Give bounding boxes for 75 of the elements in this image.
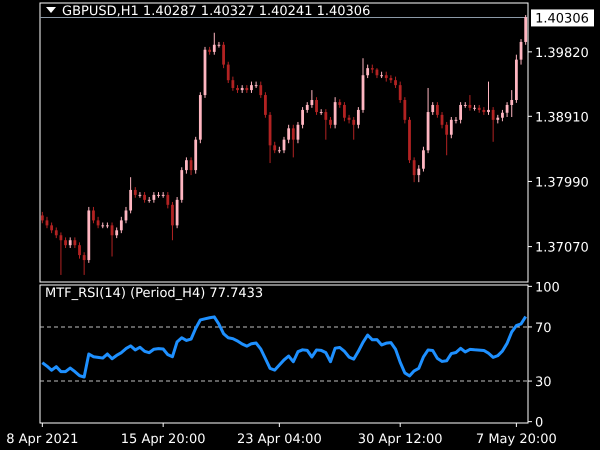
candlestick bbox=[273, 141, 276, 154]
candlestick bbox=[403, 96, 406, 124]
candlestick bbox=[54, 226, 58, 239]
candlestick bbox=[343, 102, 346, 122]
candlestick bbox=[231, 76, 234, 92]
candlestick bbox=[64, 236, 67, 249]
candlestick bbox=[306, 102, 309, 114]
candlestick bbox=[376, 68, 378, 79]
candlestick bbox=[115, 226, 118, 239]
candlestick bbox=[124, 206, 128, 224]
candlestick bbox=[50, 222, 54, 234]
y-tick-label: 1.37070 bbox=[535, 240, 589, 256]
candlestick bbox=[492, 106, 495, 142]
candlestick bbox=[329, 116, 332, 129]
candlestick bbox=[259, 81, 262, 98]
y-tick-label: 100 bbox=[535, 280, 560, 296]
chart-title: MTF_RSI(14) (Period_H4) 77.7433 bbox=[45, 286, 264, 301]
candlestick bbox=[171, 201, 174, 241]
candlestick bbox=[78, 242, 81, 260]
x-tick-label: 23 Apr 04:00 bbox=[236, 432, 322, 447]
candlestick bbox=[412, 156, 416, 183]
candlestick bbox=[82, 252, 86, 276]
candlestick bbox=[468, 94, 472, 112]
candlestick bbox=[501, 109, 504, 122]
candlestick bbox=[40, 211, 44, 224]
x-tick-label: 15 Apr 20:00 bbox=[120, 432, 206, 447]
candlestick bbox=[436, 102, 439, 118]
candlestick bbox=[296, 121, 300, 144]
candlestick bbox=[185, 156, 188, 174]
candlestick bbox=[60, 232, 62, 276]
candlestick bbox=[417, 164, 420, 183]
candlestick bbox=[459, 102, 462, 124]
candlestick bbox=[487, 81, 490, 116]
candlestick bbox=[46, 216, 48, 229]
candlestick bbox=[398, 81, 402, 104]
chart-title: GBPUSD,H1 1.40287 1.40327 1.40241 1.40306 bbox=[62, 4, 370, 19]
candlestick bbox=[394, 76, 397, 88]
y-tick-label: 1.37990 bbox=[535, 175, 589, 190]
candlestick bbox=[334, 96, 337, 129]
candlestick bbox=[129, 176, 132, 214]
candlestick bbox=[301, 106, 304, 129]
candlestick bbox=[143, 192, 146, 204]
y-tick-label: 30 bbox=[535, 375, 552, 390]
candlestick bbox=[440, 112, 444, 129]
line-series bbox=[40, 315, 528, 378]
candlestick bbox=[282, 136, 286, 154]
candlestick bbox=[422, 146, 425, 172]
candlestick bbox=[506, 102, 508, 118]
candlestick bbox=[73, 236, 76, 249]
candlestick bbox=[96, 216, 100, 229]
candlestick bbox=[315, 96, 318, 116]
candlestick bbox=[384, 71, 388, 82]
candlestick bbox=[324, 108, 328, 140]
candlestick bbox=[120, 216, 123, 234]
candlestick bbox=[510, 90, 514, 118]
candlestick bbox=[92, 206, 95, 224]
x-tick-label: 7 May 20:00 bbox=[476, 432, 557, 447]
candlestick bbox=[134, 186, 137, 198]
y-tick-label: 70 bbox=[535, 320, 552, 336]
y-tick-label: 1.38910 bbox=[535, 110, 589, 126]
candlestick bbox=[356, 106, 360, 129]
candlestick bbox=[310, 90, 314, 108]
x-tick-label: 30 Apr 12:00 bbox=[358, 432, 443, 447]
x-tick-label: 8 Apr 2021 bbox=[6, 432, 78, 447]
candlestick bbox=[222, 41, 225, 69]
y-tick-label: 1.39820 bbox=[535, 46, 589, 61]
candlestick bbox=[190, 156, 192, 176]
candlestick bbox=[520, 38, 522, 66]
y-tick-label: 0 bbox=[535, 416, 544, 431]
candlestick bbox=[110, 222, 114, 258]
candlestick bbox=[264, 92, 267, 118]
candlestick bbox=[68, 236, 72, 249]
ref-line-label: 1.40306 bbox=[535, 11, 589, 26]
candlestick bbox=[166, 192, 170, 209]
candlestick bbox=[352, 116, 356, 140]
